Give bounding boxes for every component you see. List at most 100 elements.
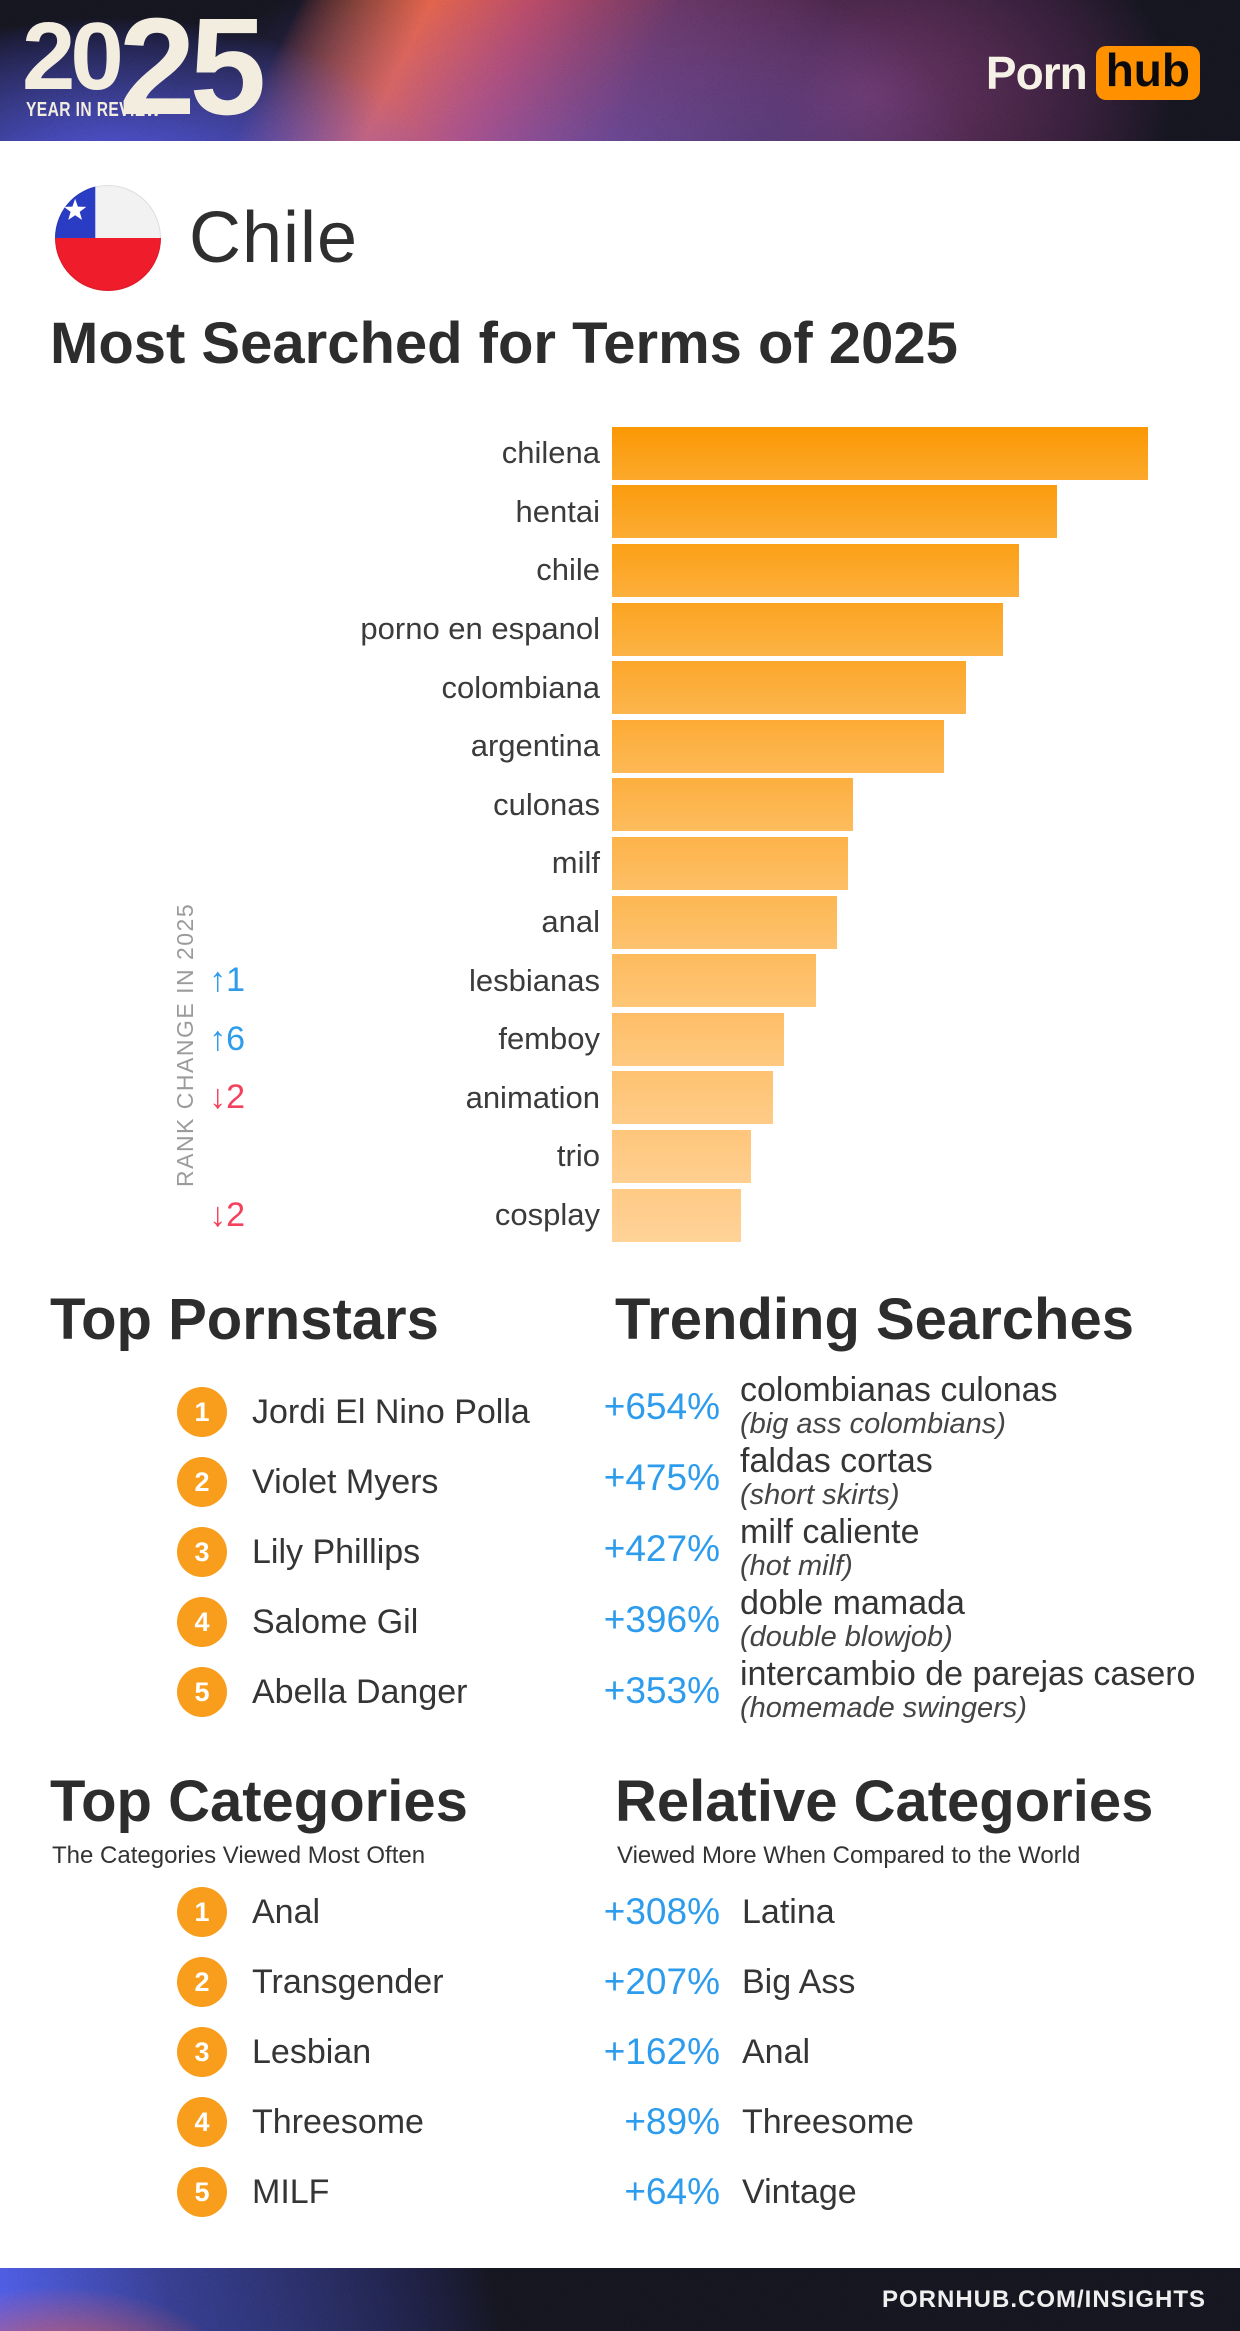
chart-row: ↑6 femboy — [0, 1010, 1240, 1069]
rank-change-indicator: ↑1 — [209, 961, 245, 1000]
relative-category-item: +64% Vintage — [600, 2157, 914, 2227]
item-name: MILF — [252, 2172, 330, 2211]
relative-category-item: +162% Anal — [600, 2017, 914, 2087]
pornstar-list-item: 3 Lily Phillips — [0, 1517, 530, 1587]
rank-change-axis-label: RANK CHANGE IN 2025 — [172, 902, 198, 1188]
bar-track — [612, 719, 1148, 773]
bar-track — [612, 543, 1148, 597]
bar-track — [612, 1012, 1148, 1066]
bar — [612, 895, 838, 949]
bar-track — [612, 661, 1148, 715]
bar-label: animation — [465, 1079, 600, 1115]
chart-row: chile — [0, 541, 1240, 600]
trend-text: colombianas culonas (big ass colombians) — [740, 1373, 1058, 1439]
trend-text: doble mamada (double blowjob) — [740, 1586, 965, 1652]
bar-label: milf — [551, 845, 600, 881]
relative-categories-title: Relative Categories — [615, 1769, 1154, 1834]
header-band: 20 25 YEAR IN REVIEW Porn hub — [0, 0, 1240, 141]
bar-label: chilena — [501, 435, 600, 471]
relative-percentage: +162% — [603, 2031, 720, 2072]
trending-search-item: +654% colombianas culonas (big ass colombi… — [600, 1371, 1195, 1442]
trending-search-item: +475% faldas cortas (short skirts) — [600, 1442, 1195, 1513]
top-pornstars-list: 1 Jordi El Nino Polla 2 Violet Myers 3 Lily P… — [0, 1377, 530, 1727]
rank-badge: 2 — [177, 1457, 227, 1507]
bar-track — [612, 895, 1148, 949]
bar-track — [612, 954, 1148, 1008]
footer-url: PORNHUB.COM/INSIGHTS — [881, 2285, 1206, 2313]
trend-percentage: +396% — [603, 1598, 720, 1640]
logo-year-second: 25 — [118, 0, 266, 141]
trending-search-item: +396% doble mamada (double blowjob) — [600, 1584, 1195, 1655]
category-list-item: 2 Transgender — [0, 1947, 444, 2017]
pornstar-list-item: 2 Violet Myers — [0, 1447, 530, 1517]
bar-track — [612, 1129, 1148, 1183]
rank-badge: 5 — [177, 1667, 227, 1717]
bar-label: anal — [541, 904, 600, 940]
chart-row: hentai — [0, 483, 1240, 542]
chart-row: trio — [0, 1127, 1240, 1186]
bar-label: porno en espanol — [360, 611, 600, 647]
chart-row: ↓2 cosplay — [0, 1186, 1240, 1245]
bar-chart: chilena hentai chile porno en espanol colomb… — [0, 424, 1240, 1244]
bar-label: culonas — [493, 786, 600, 822]
chart-row: culonas — [0, 776, 1240, 835]
top-pornstars-title: Top Pornstars — [50, 1287, 439, 1352]
item-name: Lesbian — [252, 2032, 372, 2071]
bar — [612, 1012, 784, 1066]
rank-badge: 4 — [177, 2097, 227, 2147]
item-name: Violet Myers — [252, 1462, 439, 1501]
pornstar-list-item: 5 Abella Danger — [0, 1657, 530, 1727]
top-categories-list: 1 Anal 2 Transgender 3 Lesbian 4 Threesome 5 MILF — [0, 1877, 444, 2227]
bar — [612, 719, 945, 773]
trend-percentage: +353% — [603, 1669, 720, 1711]
item-name: Anal — [252, 1892, 321, 1931]
item-name: Lily Phillips — [252, 1532, 421, 1571]
bar-label: trio — [556, 1138, 600, 1174]
relative-percentage: +64% — [624, 2171, 720, 2212]
relative-percentage: +207% — [603, 1961, 720, 2002]
rank-change-indicator: ↓2 — [209, 1078, 245, 1117]
bar-label: femboy — [498, 1021, 600, 1057]
bar-track — [612, 485, 1148, 539]
trend-translation: (double blowjob) — [740, 1621, 953, 1654]
logo-year-first: 20 — [22, 3, 124, 110]
country-name: Chile — [189, 198, 359, 278]
chart-row: chilena — [0, 424, 1240, 483]
bar — [612, 543, 1020, 597]
relative-category-name: Vintage — [742, 2172, 857, 2211]
relative-percentage: +89% — [624, 2101, 720, 2142]
bar — [612, 836, 848, 890]
rank-badge: 2 — [177, 1957, 227, 2007]
bar-track — [612, 1071, 1148, 1125]
rank-change-indicator: ↓2 — [209, 1195, 245, 1234]
bar-track — [612, 778, 1148, 832]
chart-row: porno en espanol — [0, 600, 1240, 659]
bar-chart-rows: chilena hentai chile porno en espanol colomb… — [0, 424, 1240, 1244]
bar-label: cosplay — [494, 1197, 600, 1233]
top-categories-subtitle: The Categories Viewed Most Often — [52, 1842, 426, 1869]
rank-badge: 5 — [177, 2167, 227, 2217]
chart-row: colombiana — [0, 658, 1240, 717]
trend-translation: (hot milf) — [740, 1550, 853, 1583]
trending-searches-title: Trending Searches — [615, 1287, 1134, 1352]
chart-row: ↓2 animation — [0, 1069, 1240, 1128]
trend-term: milf caliente — [740, 1513, 920, 1552]
trend-term: colombianas culonas — [740, 1371, 1058, 1410]
chart-row: milf — [0, 834, 1240, 893]
bar — [612, 602, 1004, 656]
bar — [612, 1129, 752, 1183]
item-name: Transgender — [252, 1962, 444, 2001]
pornhub-logo: Porn hub — [986, 46, 1200, 101]
country-header: Chile — [55, 185, 358, 291]
trending-searches-list: +654% colombianas culonas (big ass colombi… — [600, 1371, 1196, 1726]
relative-category-item: +207% Big Ass — [600, 1947, 914, 2017]
rank-badge: 1 — [177, 1387, 227, 1437]
bar-label: hentai — [515, 493, 600, 529]
trend-text: faldas cortas (short skirts) — [740, 1444, 933, 1510]
bar-label: argentina — [470, 728, 600, 764]
relative-category-name: Big Ass — [742, 1962, 856, 2001]
trend-percentage: +654% — [603, 1385, 720, 1427]
category-list-item: 5 MILF — [0, 2157, 444, 2227]
relative-categories-list: +308% Latina +207% Big Ass +162% Anal +89% Thre… — [600, 1877, 914, 2227]
trend-percentage: +475% — [603, 1456, 720, 1498]
